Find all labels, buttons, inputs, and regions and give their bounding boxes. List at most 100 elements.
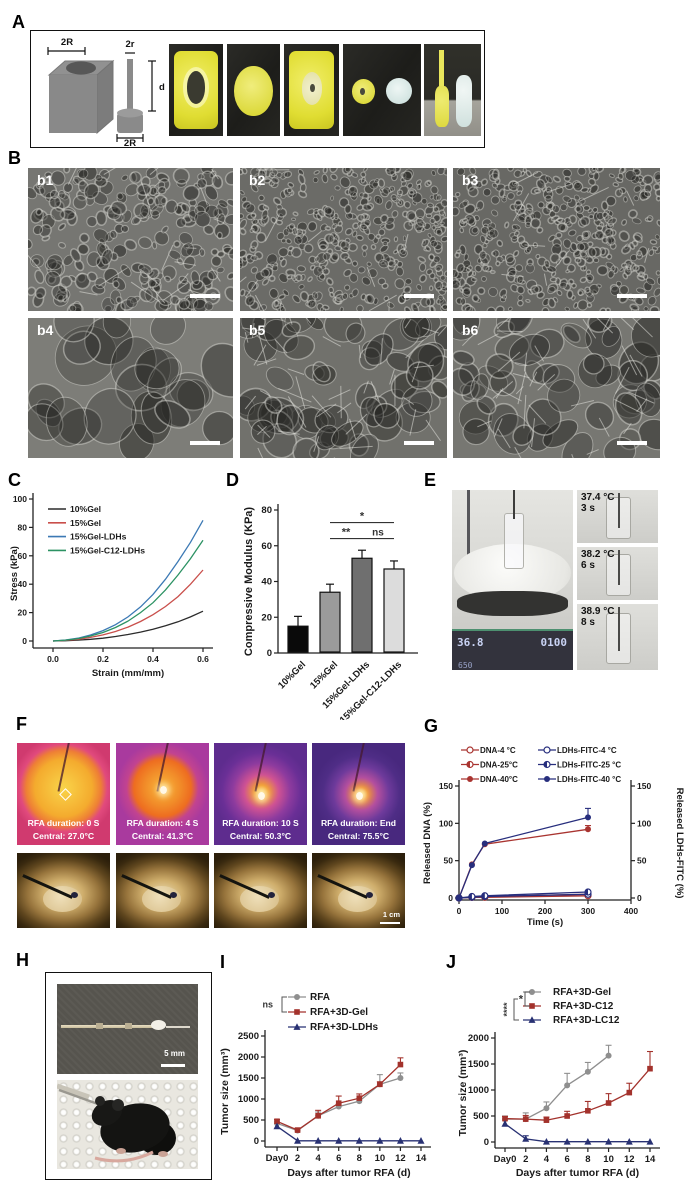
svg-text:Stress (kPa): Stress (kPa) <box>9 546 20 601</box>
svg-text:Released DNA (%): Released DNA (%) <box>422 802 433 884</box>
display-timer: 0100 <box>540 635 568 649</box>
blue-disc <box>385 78 412 104</box>
svg-text:10%Gel: 10%Gel <box>276 659 308 691</box>
photo-gel-disc <box>227 44 280 136</box>
svg-text:14: 14 <box>645 1154 656 1165</box>
svg-text:2000: 2000 <box>468 1033 489 1044</box>
disc-hole <box>360 88 365 95</box>
rod-stem <box>127 59 133 113</box>
mouse-ear <box>95 1096 105 1106</box>
needle-bulb <box>151 1020 167 1030</box>
snapshot-temp: 38.2 °C <box>581 549 615 560</box>
rfa-probe <box>57 743 71 792</box>
yellow-disc <box>234 66 273 116</box>
svg-text:8: 8 <box>585 1154 590 1165</box>
svg-text:0: 0 <box>484 1137 489 1148</box>
svg-text:LDHs-FITC-25 °C: LDHs-FITC-25 °C <box>557 761 621 770</box>
svg-text:Compressive Modulus (KPa): Compressive Modulus (KPa) <box>243 507 255 656</box>
panel-label-h: H <box>16 950 29 970</box>
sem-image-b4: b4 <box>28 318 233 458</box>
display-speed: 650 <box>458 660 473 670</box>
svg-text:50: 50 <box>637 856 647 866</box>
svg-text:15%Gel: 15%Gel <box>308 659 340 691</box>
chart-release: 0 50 100 150 0 50 100 150 0 100 200 300 400 Released … <box>420 713 698 933</box>
snapshot-time: 3 s <box>581 503 595 514</box>
scale-label: 1 cm <box>382 910 400 919</box>
svg-text:60: 60 <box>261 541 272 552</box>
svg-text:DNA-4 °C: DNA-4 °C <box>480 746 516 755</box>
svg-text:500: 500 <box>473 1111 489 1122</box>
photo-liver-bowl-4: 1 cm <box>312 853 405 928</box>
electrode-tip <box>70 892 78 898</box>
vial <box>606 607 631 665</box>
svg-text:Days after tumor RFA (d): Days after tumor RFA (d) <box>287 1167 410 1179</box>
svg-text:300: 300 <box>581 906 595 916</box>
svg-text:Strain (mm/mm): Strain (mm/mm) <box>92 668 164 679</box>
svg-text:100: 100 <box>439 818 453 828</box>
svg-text:2500: 2500 <box>238 1031 259 1042</box>
sem-image-b6: b6 <box>453 318 660 458</box>
svg-text:Day0: Day0 <box>266 1153 289 1164</box>
hotspot <box>159 785 167 794</box>
snapshot-temp: 38.9 °C <box>581 606 615 617</box>
svg-text:1000: 1000 <box>468 1085 489 1096</box>
tissue <box>43 886 83 912</box>
scale-bar <box>380 922 400 924</box>
svg-text:0: 0 <box>457 906 462 916</box>
rfa-duration-text: RFA duration: 4 S <box>126 818 199 828</box>
svg-text:150: 150 <box>637 781 651 791</box>
svg-text:0: 0 <box>637 893 642 903</box>
svg-text:0: 0 <box>448 893 453 903</box>
svg-text:10%Gel: 10%Gel <box>70 504 101 514</box>
hotplate-display: 36.8 0100 650 <box>452 628 573 670</box>
sem-label: b1 <box>37 172 54 188</box>
vial <box>504 513 525 570</box>
mouse-illustration <box>57 1083 176 1163</box>
svg-text:0.4: 0.4 <box>147 654 159 664</box>
panel-label-a: A <box>12 12 25 32</box>
hotspot <box>257 791 265 800</box>
svg-text:4: 4 <box>544 1154 550 1165</box>
svg-text:0: 0 <box>267 648 272 659</box>
svg-text:1500: 1500 <box>238 1073 259 1084</box>
panel-label-c: C <box>8 470 21 490</box>
svg-text:0.0: 0.0 <box>47 654 59 664</box>
svg-text:12: 12 <box>624 1154 635 1165</box>
photo-vial-8s: 38.9 °C 8 s <box>577 604 658 670</box>
svg-text:500: 500 <box>243 1115 259 1126</box>
scale-bar <box>161 1064 185 1067</box>
svg-text:Released LDHs-FITC (%): Released LDHs-FITC (%) <box>674 788 685 899</box>
sem-label: b3 <box>462 172 479 188</box>
snapshot-time: 6 s <box>581 560 595 571</box>
svg-text:LDHs-FITC-4 °C: LDHs-FITC-4 °C <box>557 746 617 755</box>
svg-text:Days after tumor RFA (d): Days after tumor RFA (d) <box>516 1167 639 1179</box>
scale-bar <box>190 294 220 298</box>
sem-label: b5 <box>249 322 266 338</box>
hotspot <box>355 791 363 800</box>
electrode-tip <box>365 892 373 898</box>
svg-text:8: 8 <box>357 1153 362 1164</box>
svg-text:80: 80 <box>261 505 272 516</box>
chart-tumor-size-j: 0 500 1000 1500 2000 Day0 2 4 6 8 10 12 14 Tumor size… <box>455 950 698 1188</box>
photo-liver-bowl-3 <box>214 853 307 928</box>
svg-text:ns: ns <box>262 1000 273 1010</box>
electrode-tip <box>267 892 275 898</box>
svg-text:RFA: RFA <box>310 992 330 1003</box>
central-temp-text: Central: 75.5°C <box>327 831 390 841</box>
sem-image-b1: b1 <box>28 168 233 311</box>
hotplate-dark-base <box>456 590 569 616</box>
svg-text:400: 400 <box>624 906 638 916</box>
sem-label: b6 <box>462 322 479 338</box>
blue-cylinder-gel <box>456 75 473 127</box>
sem-image-b5: b5 <box>240 318 447 458</box>
panel-label-d: D <box>226 470 239 490</box>
rfa-probe <box>352 743 366 792</box>
scale-label: 5 mm <box>164 1049 185 1058</box>
svg-text:200: 200 <box>538 906 552 916</box>
sem-label: b2 <box>249 172 266 188</box>
svg-text:0.6: 0.6 <box>197 654 209 664</box>
svg-text:DNA-40°C: DNA-40°C <box>480 775 518 784</box>
svg-text:0: 0 <box>22 636 27 646</box>
needle <box>512 490 515 519</box>
chart-stress-strain: 0 20 40 60 80 100 0.0 0.2 0.4 0.6 Stress (kPa) Stra… <box>8 470 223 712</box>
